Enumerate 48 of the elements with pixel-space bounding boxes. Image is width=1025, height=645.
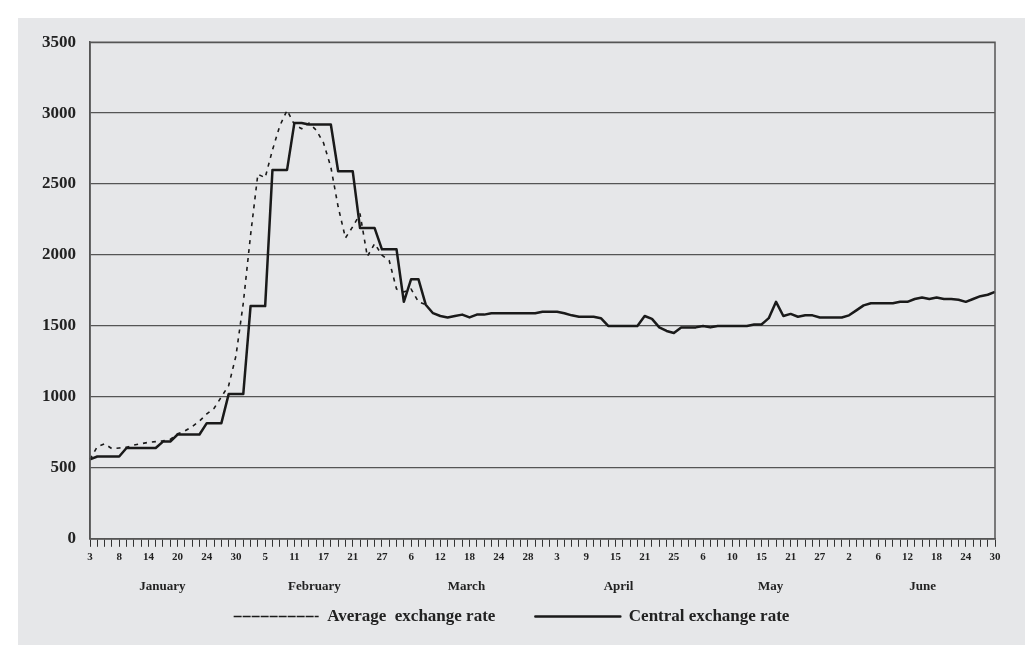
x-tick-label: 25	[668, 550, 680, 563]
y-tick-label: 0	[67, 528, 76, 548]
x-tick-label: 24	[201, 550, 213, 563]
y-tick-label: 1000	[42, 386, 76, 406]
x-tick-label: 18	[931, 550, 943, 563]
text: January	[139, 578, 186, 594]
x-tick-label: 10	[726, 550, 739, 563]
x-tick-label: 3	[87, 550, 94, 563]
x-tick-label: 21	[785, 550, 797, 563]
text: June	[909, 578, 937, 594]
y-tick-label: 2500	[42, 173, 76, 193]
x-tick-label: 6	[700, 550, 707, 563]
x-tick-label: 27	[814, 550, 826, 563]
legend-label: Average exchange rate	[327, 605, 496, 625]
y-tick-label: 1500	[42, 315, 76, 335]
text: February	[288, 578, 342, 594]
x-tick-label: 21	[639, 550, 651, 563]
x-tick-label: 12	[901, 550, 914, 563]
y-tick-label: 500	[50, 457, 76, 477]
x-tick-label: 15	[609, 550, 622, 563]
text: March	[447, 578, 486, 594]
x-tick-label: 12	[434, 550, 447, 563]
x-tick-label: 6	[408, 550, 415, 563]
x-tick-label: 3	[554, 550, 561, 563]
x-tick-label: 8	[116, 550, 123, 563]
x-tick-label: 24	[493, 550, 505, 563]
x-tick-label: 2	[846, 550, 853, 563]
text: May	[757, 578, 784, 594]
x-tick-label: 15	[755, 550, 768, 563]
x-tick-label: 18	[464, 550, 476, 563]
text: April	[603, 578, 634, 594]
x-tick-label: 21	[347, 550, 359, 563]
x-tick-label: 30	[989, 550, 1001, 563]
x-tick-label: 17	[318, 550, 330, 563]
x-tick-label: 11	[289, 550, 300, 563]
y-tick-label: 2000	[42, 244, 76, 264]
y-tick-label: 3500	[42, 31, 76, 51]
x-tick-label: 9	[583, 550, 590, 563]
x-tick-label: 6	[875, 550, 882, 563]
y-tick-label: 3000	[42, 102, 76, 122]
x-tick-label: 28	[522, 550, 534, 563]
x-tick-label: 20	[172, 550, 184, 563]
x-tick-label: 5	[262, 550, 269, 563]
x-tick-label: 24	[960, 550, 972, 563]
x-tick-label: 30	[230, 550, 242, 563]
legend-label: Central exchange rate	[628, 605, 790, 625]
x-tick-label: 14	[142, 550, 155, 563]
x-tick-label: 27	[376, 550, 388, 563]
